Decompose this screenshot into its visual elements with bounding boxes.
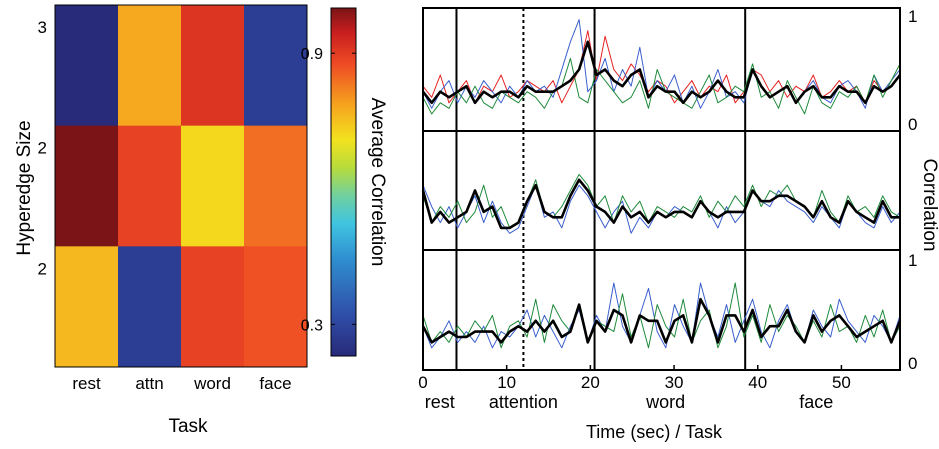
timeseries-xlabel: Time (sec) / Task [586, 422, 723, 442]
colorbar-tick-label: 0.9 [301, 46, 323, 63]
heatmap-cell [244, 5, 308, 127]
heatmap-cell [55, 5, 119, 127]
correlation-series-line [422, 282, 901, 349]
timeseries-panel-frame [422, 7, 901, 132]
heatmap-cell [118, 5, 182, 127]
xtick-label: 0 [418, 373, 427, 392]
heatmap-xtick-label: face [259, 374, 291, 393]
mean-correlation-line [421, 178, 900, 230]
right-ytick-label: 1 [908, 7, 917, 26]
task-label: word [645, 392, 685, 412]
correlation-series-line [422, 173, 901, 229]
task-label: attention [489, 392, 558, 412]
heatmap-ytick-label: 2 [38, 139, 47, 158]
colorbar-tick-label: 0.3 [301, 317, 323, 334]
timeseries-ylabel: Correlation [919, 159, 939, 252]
heatmap-cell [118, 125, 182, 247]
heatmap-ytick-label: 2 [38, 259, 47, 278]
timeseries-panel-frame [422, 249, 901, 371]
heatmap-cell [181, 125, 245, 247]
heatmap-xlabel: Task [168, 416, 208, 437]
heatmap-ylabel: Hyperedge Size [14, 120, 35, 255]
colorbar-ticks: 0.3 0.9 [301, 46, 356, 334]
xtick-label: 40 [748, 373, 767, 392]
xtick-label: 10 [497, 373, 516, 392]
correlation-series-line [422, 282, 901, 349]
xtick-label: 20 [581, 373, 600, 392]
task-label: face [799, 392, 833, 412]
heatmap-frame [54, 4, 308, 368]
timeseries-panel-frame [422, 130, 901, 251]
correlation-series-line [422, 30, 901, 104]
colorbar-label: Average Correlation [367, 98, 388, 267]
xtick-label: 50 [832, 373, 851, 392]
mean-correlation-line [421, 297, 902, 344]
heatmap-cell [181, 5, 245, 127]
heatmap-xtick-label: attn [135, 374, 163, 393]
colorbar [330, 7, 357, 357]
right-ytick-label: 1 [908, 251, 917, 270]
heatmap-xtick-label: word [193, 374, 231, 393]
heatmap-cell [181, 246, 245, 368]
mean-correlation-line [421, 40, 902, 105]
heatmap-ytick-label: 3 [38, 18, 47, 37]
heatmap-cell [118, 246, 182, 368]
heatmap-xtick-label: rest [72, 374, 101, 393]
right-ytick-label: 0 [908, 354, 917, 373]
right-ytick-label: 0 [908, 115, 917, 134]
task-label: rest [425, 392, 455, 412]
heatmap: rest attn word face 3 2 2 [38, 4, 308, 393]
heatmap-cell [244, 125, 308, 247]
xtick-label: 30 [665, 373, 684, 392]
heatmap-cell [244, 246, 308, 368]
heatmap-cell [55, 125, 119, 247]
heatmap-cell [55, 246, 119, 368]
